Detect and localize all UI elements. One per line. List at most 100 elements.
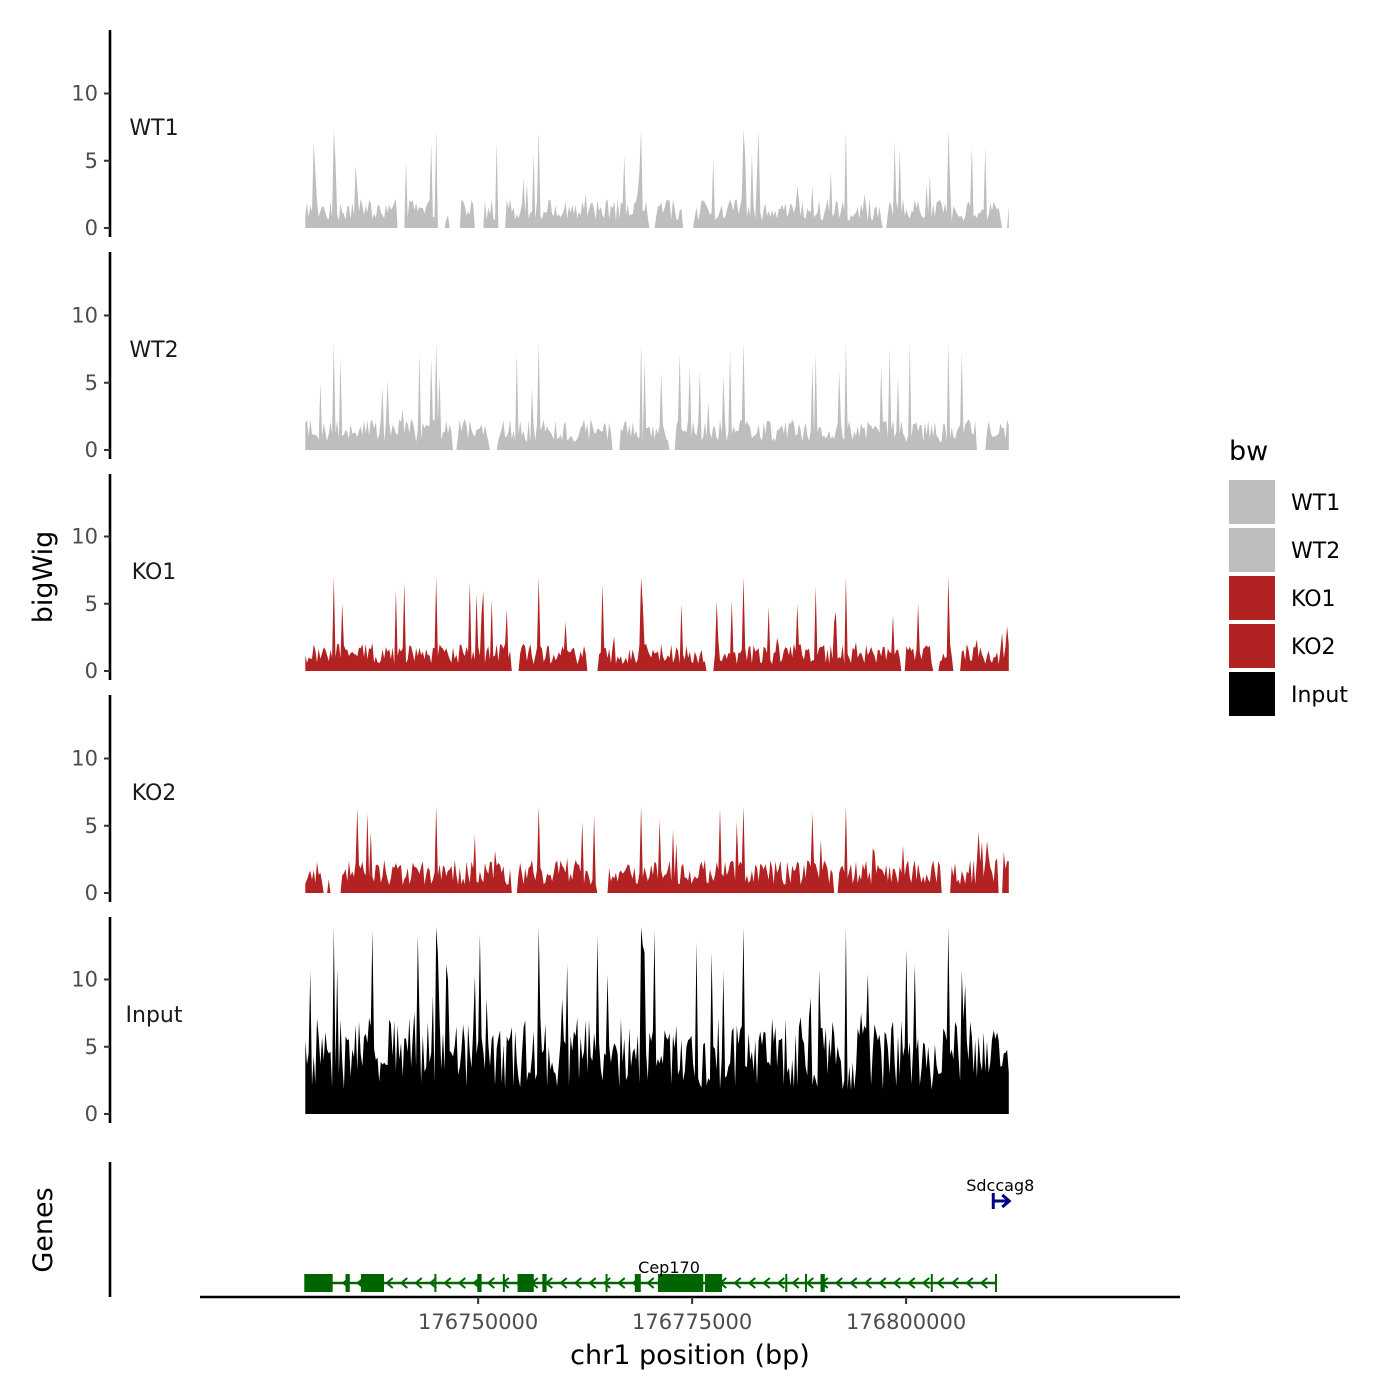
strand-arrow: [414, 1277, 423, 1289]
strand-arrow: [878, 1277, 887, 1289]
y-tick-label: 5: [85, 371, 98, 395]
exon: [517, 1274, 534, 1292]
y-tick-label: 0: [85, 216, 98, 240]
strand-arrow: [428, 1277, 437, 1289]
y-tick-label: 0: [85, 881, 98, 905]
track-panel-ko1: 0 5 10 KO1: [71, 474, 1009, 683]
exon: [360, 1274, 385, 1292]
strand-arrow: [849, 1277, 858, 1289]
gene-label: Sdccag8: [966, 1176, 1034, 1195]
y-tick-label: 5: [85, 1035, 98, 1059]
strand-arrow: [602, 1277, 611, 1289]
exon: [657, 1274, 704, 1292]
strand-arrow: [559, 1277, 568, 1289]
signal-area-ko2: [305, 805, 1009, 893]
y-tick-label: 10: [71, 747, 98, 771]
strand-arrow: [762, 1277, 771, 1289]
y-tick-label: 5: [85, 592, 98, 616]
signal-area-input: [305, 927, 1009, 1114]
strand-arrow: [776, 1277, 785, 1289]
x-tick-label: 176750000: [418, 1310, 538, 1334]
track-panel-input: 0 5 10 Input: [71, 917, 1009, 1126]
genes-track-title: Genes: [28, 1187, 59, 1272]
exon: [345, 1274, 350, 1292]
strand-arrow: [921, 1277, 930, 1289]
legend-label: Input: [1291, 683, 1348, 708]
panel-label-input: Input: [126, 1003, 183, 1028]
x-tick-label: 176800000: [846, 1310, 966, 1334]
strand-arrow: [747, 1277, 756, 1289]
legend-item-wt2: WT2: [1229, 528, 1340, 572]
strand-arrow: [646, 1277, 655, 1289]
legend-item-input: Input: [1229, 672, 1348, 716]
strand-arrow: [588, 1277, 597, 1289]
legend: bw WT1 WT2 KO1 KO2 Input: [1229, 436, 1348, 716]
exon: [305, 1274, 333, 1292]
strand-arrow: [457, 1277, 466, 1289]
legend-label: KO2: [1291, 635, 1336, 660]
y-tick-label: 5: [85, 814, 98, 838]
strand-arrow: [907, 1277, 916, 1289]
strand-arrow: [863, 1277, 872, 1289]
strand-arrow: [1001, 1193, 1012, 1209]
legend-swatch: [1229, 528, 1275, 572]
y-tick-label: 10: [71, 525, 98, 549]
panel-label-wt1: WT1: [129, 116, 178, 141]
strand-arrow: [936, 1277, 945, 1289]
strand-arrow: [965, 1277, 974, 1289]
strand-arrow: [791, 1277, 800, 1289]
legend-label: WT1: [1291, 491, 1340, 516]
track-panel-wt1: 0 5 10 WT1: [71, 30, 1009, 240]
y-tick-label: 0: [85, 659, 98, 683]
strand-arrow: [834, 1277, 843, 1289]
panel-label-ko1: KO1: [132, 560, 177, 585]
strand-arrow: [501, 1277, 510, 1289]
y-tick-label: 0: [85, 438, 98, 462]
x-axis-title: chr1 position (bp): [570, 1340, 810, 1371]
strand-arrow: [573, 1277, 582, 1289]
strand-arrow: [385, 1277, 394, 1289]
legend-label: KO1: [1291, 587, 1336, 612]
y-tick-label: 5: [85, 149, 98, 173]
legend-title: bw: [1229, 436, 1268, 467]
genes-track: Cep170 Sdccag8: [108, 1162, 1034, 1297]
exon: [634, 1274, 641, 1292]
y-tick-label: 0: [85, 1102, 98, 1126]
gene-cep170: Cep170: [304, 1258, 997, 1292]
panel-label-wt2: WT2: [129, 338, 178, 363]
y-axis-title: bigWig: [28, 531, 59, 624]
y-tick-label: 10: [71, 82, 98, 106]
track-panel-wt2: 0 5 10 WT2: [71, 252, 1009, 462]
legend-swatch: [1229, 672, 1275, 716]
gene-label: Cep170: [638, 1258, 700, 1277]
strand-arrow: [617, 1277, 626, 1289]
track-panel-ko2: 0 5 10 KO2: [71, 695, 1009, 905]
strand-arrow: [733, 1277, 742, 1289]
signal-area-wt2: [305, 342, 1009, 450]
signal-area-ko1: [305, 576, 1009, 671]
strand-arrow: [805, 1277, 814, 1289]
legend-item-ko1: KO1: [1229, 576, 1336, 620]
legend-swatch: [1229, 480, 1275, 524]
strand-arrow: [443, 1277, 452, 1289]
exon: [820, 1274, 825, 1292]
y-tick-label: 10: [71, 304, 98, 328]
x-tick-label: 176775000: [632, 1310, 752, 1334]
strand-arrow: [486, 1277, 495, 1289]
strand-arrow: [979, 1277, 988, 1289]
exon: [542, 1274, 547, 1292]
panel-label-ko2: KO2: [132, 781, 177, 806]
strand-arrow: [399, 1277, 408, 1289]
legend-item-wt1: WT1: [1229, 480, 1340, 524]
signal-area-wt1: [305, 129, 1009, 228]
exon: [704, 1274, 723, 1292]
exon: [477, 1274, 482, 1292]
legend-label: WT2: [1291, 539, 1340, 564]
y-tick-label: 10: [71, 968, 98, 992]
bigwig-panels: 0 5 10 WT1 0 5 10 WT2 0 5 10 KO1 0 5 10 KO2 0 5 10 Input: [71, 30, 1009, 1126]
legend-swatch: [1229, 576, 1275, 620]
strand-arrow: [892, 1277, 901, 1289]
legend-item-ko2: KO2: [1229, 624, 1336, 668]
gene-sdccag8: Sdccag8: [966, 1176, 1034, 1209]
